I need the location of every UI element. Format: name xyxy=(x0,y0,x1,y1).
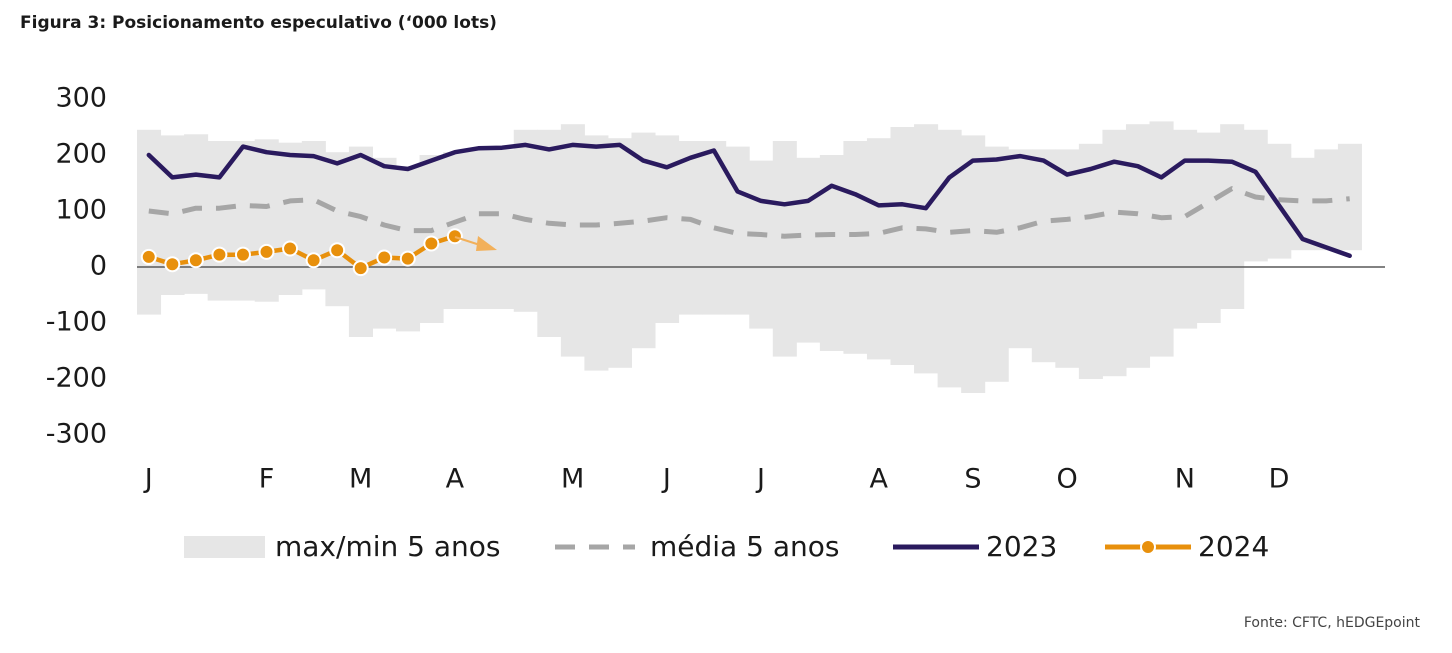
band-bar xyxy=(231,141,256,301)
series-line xyxy=(148,186,1350,239)
band-bar xyxy=(466,149,491,309)
band-bar xyxy=(631,132,656,349)
series-marker xyxy=(446,228,463,245)
band-bar xyxy=(560,124,585,357)
series-marker xyxy=(376,249,393,266)
series-marker xyxy=(211,246,228,263)
x-tick-label: D xyxy=(1269,464,1290,495)
band-bar xyxy=(1196,132,1221,323)
x-tick-label: N xyxy=(1175,464,1195,495)
trend-arrow-line xyxy=(454,236,481,246)
x-tick-label: A xyxy=(446,464,465,495)
band-bar xyxy=(984,146,1009,382)
band-bar xyxy=(537,129,562,337)
legend-swatch xyxy=(184,536,265,558)
band-bar xyxy=(796,157,821,343)
legend: max/min 5 anos média 5 anos 2023 2024 xyxy=(184,530,1269,563)
band-bar xyxy=(1008,149,1033,349)
y-tick-label: -300 xyxy=(46,419,107,450)
band-bar xyxy=(396,166,421,332)
series-marker xyxy=(234,246,251,263)
band-bar xyxy=(1031,149,1056,363)
trend-arrow-head xyxy=(476,236,497,251)
band-bar xyxy=(1055,149,1080,368)
band-bar xyxy=(348,146,373,337)
y-tick-label: 200 xyxy=(55,139,107,170)
band-bar xyxy=(678,141,703,315)
band-bar xyxy=(890,127,915,365)
legend-label: 2024 xyxy=(1198,530,1269,563)
x-tick-label: J xyxy=(143,464,153,495)
y-tick-label: -100 xyxy=(46,307,107,338)
series-marker xyxy=(140,248,157,265)
band-bar xyxy=(1290,157,1315,251)
series-marker xyxy=(258,243,275,260)
band-bar xyxy=(254,139,279,302)
band-bar xyxy=(1337,143,1362,251)
band-bar xyxy=(937,129,962,388)
band-bar xyxy=(1102,129,1127,377)
band-bar xyxy=(372,157,397,329)
x-tick-label: M xyxy=(561,464,584,495)
series-marker xyxy=(187,252,204,269)
series-marker xyxy=(305,252,322,269)
band-bar xyxy=(278,142,303,295)
band-bar xyxy=(961,135,986,393)
y-tick-label: 100 xyxy=(55,195,107,226)
band-bar xyxy=(1149,121,1174,357)
x-tick-label: M xyxy=(349,464,372,495)
series-marker xyxy=(352,260,369,277)
band-bar xyxy=(325,152,350,307)
legend-label: max/min 5 anos xyxy=(275,530,500,563)
band-bar xyxy=(772,141,797,357)
y-tick-label: 300 xyxy=(55,83,107,114)
x-tick-label: J xyxy=(661,464,671,495)
series-line xyxy=(146,142,1352,259)
band-bar xyxy=(584,135,609,371)
legend-marker xyxy=(1140,539,1156,555)
band-bar xyxy=(914,124,939,374)
x-tick-label: F xyxy=(259,464,275,495)
y-tick-label: 0 xyxy=(90,251,107,282)
x-tick-label: A xyxy=(869,464,888,495)
series-marker xyxy=(399,250,416,267)
chart-title: Figura 3: Posicionamento especulativo (‘… xyxy=(20,13,497,33)
band-bar xyxy=(843,141,868,354)
x-tick-label: O xyxy=(1056,464,1077,495)
series-marker xyxy=(282,240,299,257)
series-marker xyxy=(423,235,440,252)
band-bar xyxy=(866,138,892,360)
band-bar xyxy=(1078,143,1103,379)
band-bar xyxy=(490,149,515,309)
band-bar xyxy=(1125,124,1151,368)
x-tick-label: S xyxy=(964,464,981,495)
band-bar xyxy=(607,138,632,368)
source: Fonte: CFTC, hEDGEpoint xyxy=(1244,615,1421,631)
band-bar xyxy=(184,134,209,294)
legend-label: média 5 anos xyxy=(650,530,839,563)
band-bar xyxy=(1220,124,1245,309)
legend-label: 2023 xyxy=(986,530,1057,563)
band-bar xyxy=(749,160,774,329)
plot-area: 300 200 100 0 -100 -200 -300 J F M A M J J A S O N D xyxy=(46,83,1385,495)
series-marker xyxy=(329,242,346,259)
y-tick-label: -200 xyxy=(46,363,107,394)
series-marker xyxy=(164,256,181,273)
x-tick-label: J xyxy=(755,464,765,495)
